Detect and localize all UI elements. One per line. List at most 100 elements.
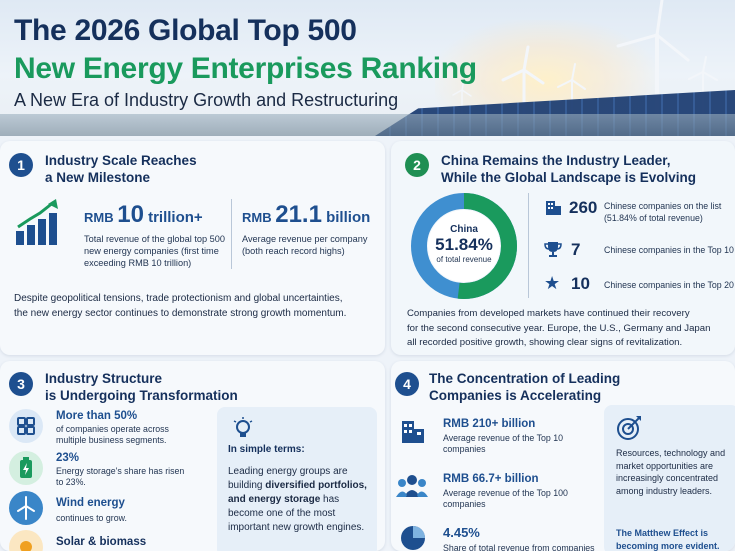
section-title: Industry Scale Reaches a New Milestone xyxy=(45,152,197,186)
donut-caption: of total revenue xyxy=(436,255,492,264)
section-title-line2: is Undergoing Transformation xyxy=(45,388,238,403)
page-subtitle: A New Era of Industry Growth and Restruc… xyxy=(14,90,399,110)
section-number: 4 xyxy=(395,372,419,396)
desc-line: Average revenue per company xyxy=(242,234,368,244)
stat-value: 10 xyxy=(117,201,144,228)
city-buildings-icon xyxy=(402,421,424,443)
people-group-icon xyxy=(396,475,428,497)
section-title-line1: China Remains the Industry Leader, xyxy=(441,153,671,168)
row-title: More than 50% xyxy=(56,410,138,422)
section-title: The Concentration of Leading Companies i… xyxy=(429,370,620,404)
stat-desc: Chinese companies in the Top 10 xyxy=(604,245,734,257)
body-text: has become one of the most important new… xyxy=(228,494,365,533)
desc-line: Chinese companies in the Top 20 xyxy=(604,280,734,290)
building-icon xyxy=(546,201,561,215)
section-concentration: 4 The Concentration of Leading Companies… xyxy=(391,361,735,551)
desc-line: (both reach record highs) xyxy=(242,246,345,256)
section-industry-structure: 3 Industry Structure is Undergoing Trans… xyxy=(0,361,385,551)
paragraph-line: the new energy sector continues to demon… xyxy=(14,308,347,319)
divider xyxy=(231,199,232,269)
section-number: 1 xyxy=(9,153,33,177)
section-title-line1: Industry Structure xyxy=(45,371,163,386)
paragraph-line: for the second consecutive year. Europe,… xyxy=(407,322,711,334)
matthew-effect-box: Resources, technology and market opportu… xyxy=(604,405,735,551)
donut-center-text: China 51.84% of total revenue xyxy=(419,224,509,264)
sun-icon xyxy=(9,530,43,551)
desc-line: Chinese companies on the list xyxy=(604,201,722,211)
average-revenue-desc: Average revenue per company (both reach … xyxy=(242,233,382,257)
desc-line: new energy companies (first time xyxy=(84,246,219,256)
stat-value: 7 xyxy=(571,240,581,259)
row-title: RMB 210+ billion xyxy=(443,418,536,430)
side-strong-text: The Matthew Effect is becoming more evid… xyxy=(616,528,720,551)
stat-suffix: billion xyxy=(321,209,371,226)
desc-line: to 23%. xyxy=(56,477,86,487)
desc-line: of companies operate across xyxy=(56,424,169,434)
section-industry-scale: 1 Industry Scale Reaches a New Milestone… xyxy=(0,141,385,355)
section-title-line2: a New Milestone xyxy=(45,170,151,185)
target-icon xyxy=(617,416,641,440)
total-revenue-stat: RMB 10 trillion+ xyxy=(84,201,203,229)
section-title-line1: Industry Scale Reaches xyxy=(45,153,197,168)
total-revenue-desc: Total revenue of the global top 500 new … xyxy=(84,233,229,269)
section-paragraph: Despite geopolitical tensions, trade pro… xyxy=(14,291,382,321)
section-china-leader: 2 China Remains the Industry Leader, Whi… xyxy=(391,141,735,355)
page-title-line1: The 2026 Global Top 500 xyxy=(14,14,357,47)
section-title-line2: Companies is Accelerating xyxy=(429,388,602,403)
desc-line: companies xyxy=(443,499,486,509)
desc-line: exceeding RMB 10 trillion) xyxy=(84,258,192,268)
divider xyxy=(528,193,529,298)
side-text: Resources, technology and market opportu… xyxy=(616,448,726,496)
section-paragraph: Companies from developed markets have co… xyxy=(407,307,732,351)
stat-prefix: RMB xyxy=(84,210,118,225)
desc-line: multiple business segments. xyxy=(56,435,167,445)
desc-line: continues to grow. xyxy=(56,513,127,523)
china-share-donut xyxy=(411,193,517,299)
stat-value: 10 xyxy=(571,274,590,293)
row-title: Solar & biomass xyxy=(56,536,147,548)
pie-chart-icon xyxy=(401,526,425,550)
section-title-line2: While the Global Landscape is Evolving xyxy=(441,170,697,185)
row-title: Wind energy xyxy=(56,497,125,509)
bar-chart-growth-icon xyxy=(16,199,58,245)
row-desc: of companies operate across multiple bus… xyxy=(56,424,169,446)
stat-suffix: trillion+ xyxy=(143,209,203,226)
donut-china-segment xyxy=(411,193,517,299)
section-title: Industry Structure is Undergoing Transfo… xyxy=(45,370,238,404)
desc-line: companies xyxy=(443,444,486,454)
page-title-line2: New Energy Enterprises Ranking xyxy=(14,52,477,85)
wind-turbine-icon xyxy=(9,491,43,525)
donut-hole xyxy=(428,210,500,282)
row-desc: Share of total revenue from companies xyxy=(443,543,595,551)
row-desc: Average revenue of the Top 100 companies xyxy=(443,488,568,510)
donut-label: China xyxy=(450,224,478,235)
desc-line: Average revenue of the Top 100 xyxy=(443,488,568,498)
stat-prefix: RMB xyxy=(242,210,276,225)
desc-line: Total revenue of the global top 500 xyxy=(84,234,225,244)
battery-icon xyxy=(9,451,43,485)
section-title: China Remains the Industry Leader, While… xyxy=(441,152,696,186)
simple-terms-box: In simple terms: Leading energy groups a… xyxy=(217,407,377,551)
row-desc: Average revenue of the Top 10 companies xyxy=(443,433,563,455)
paragraph-line: all recorded positive growth, showing cl… xyxy=(407,337,683,348)
average-revenue-stat: RMB 21.1 billion xyxy=(242,201,370,229)
row-title: RMB 66.7+ billion xyxy=(443,473,539,485)
stat-value: 21.1 xyxy=(275,201,322,228)
ground-strip xyxy=(0,114,735,136)
desc-line: (51.84% of total revenue) xyxy=(604,212,703,223)
simple-terms-heading: In simple terms: xyxy=(228,444,305,455)
star-icon: ★ xyxy=(544,273,561,293)
trophy-icon xyxy=(544,242,562,257)
paragraph-line: Companies from developed markets have co… xyxy=(407,308,690,319)
row-desc: continues to grow. xyxy=(56,513,127,524)
section-number: 2 xyxy=(405,153,429,177)
paragraph-line: Despite geopolitical tensions, trade pro… xyxy=(14,293,343,304)
lightbulb-icon xyxy=(233,417,253,437)
row-title: 4.45% xyxy=(443,525,480,540)
stat-desc: Chinese companies on the list (51.84% of… xyxy=(604,201,734,224)
body-text: Leading energy groups are building xyxy=(228,466,348,491)
desc-line: Energy storage's share has risen xyxy=(56,466,185,476)
row-title: 23% xyxy=(56,452,80,464)
desc-line: Share of total revenue from companies xyxy=(443,543,595,551)
desc-line: Chinese companies in the Top 10 xyxy=(604,245,734,255)
